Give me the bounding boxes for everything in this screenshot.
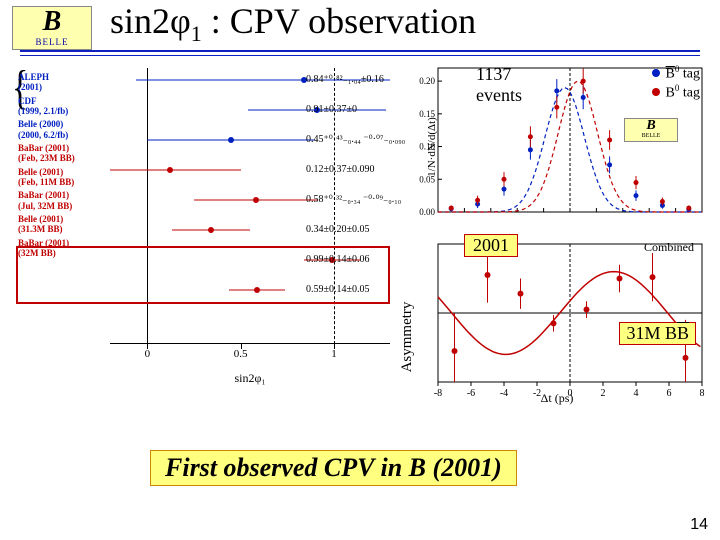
rb-xlabel: Δt (ps) (541, 391, 574, 406)
sin2phi1-history-plot: { ALEPH (2001)CDF (1999, 2.1/fb)Belle (2… (18, 68, 398, 398)
svg-text:0.20: 0.20 (419, 76, 435, 86)
svg-text:0.05: 0.05 (419, 174, 435, 184)
svg-text:6: 6 (667, 388, 672, 399)
svg-text:-4: -4 (500, 388, 508, 399)
belle-logo: B BELLE (12, 6, 92, 50)
svg-text:0.00: 0.00 (419, 207, 435, 217)
asymmetry-plot: Asymmetry 2001 Combined 31M BB31M BB -8-… (406, 236, 708, 404)
conclusion-banner: First observed CPV in B (2001) (150, 450, 517, 486)
svg-text:-8: -8 (434, 388, 442, 399)
left-xlabel: sin2φ₁ (234, 371, 265, 386)
svg-text:8: 8 (700, 388, 705, 399)
svg-text:0.10: 0.10 (419, 142, 435, 152)
combined-label: Combined (644, 240, 694, 255)
page-number: 14 (690, 516, 708, 534)
dndt-plot: 1/N·dN/d(Δt) 1137 events B0 tagB0 tag B … (406, 62, 708, 232)
year-badge: 2001 (464, 234, 518, 257)
logo-letter: B (13, 7, 91, 37)
svg-text:2: 2 (601, 388, 606, 399)
rb-svg: -8-6-4-202468 (406, 236, 708, 404)
svg-text:-6: -6 (467, 388, 475, 399)
rule-top (20, 50, 700, 52)
slide-title: sin2φ1 : CPV observation (110, 0, 476, 47)
experiment-labels: ALEPH (2001)CDF (1999, 2.1/fb)Belle (200… (18, 72, 106, 262)
rt-svg: 0.00 0.05 0.10 0.15 0.20 (406, 62, 708, 232)
bb-badge: 31M BB31M BB (619, 322, 696, 345)
svg-text:0.15: 0.15 (419, 109, 435, 119)
svg-text:4: 4 (634, 388, 639, 399)
left-plot-axes: 00.510.84⁺⁰·⁸²₋₁.₀₄±0.160.91±0.37±00.45⁺… (110, 68, 390, 368)
logo-text: BELLE (13, 37, 91, 47)
rb-ylabel: Asymmetry (399, 301, 416, 372)
rule-bottom (20, 55, 700, 56)
